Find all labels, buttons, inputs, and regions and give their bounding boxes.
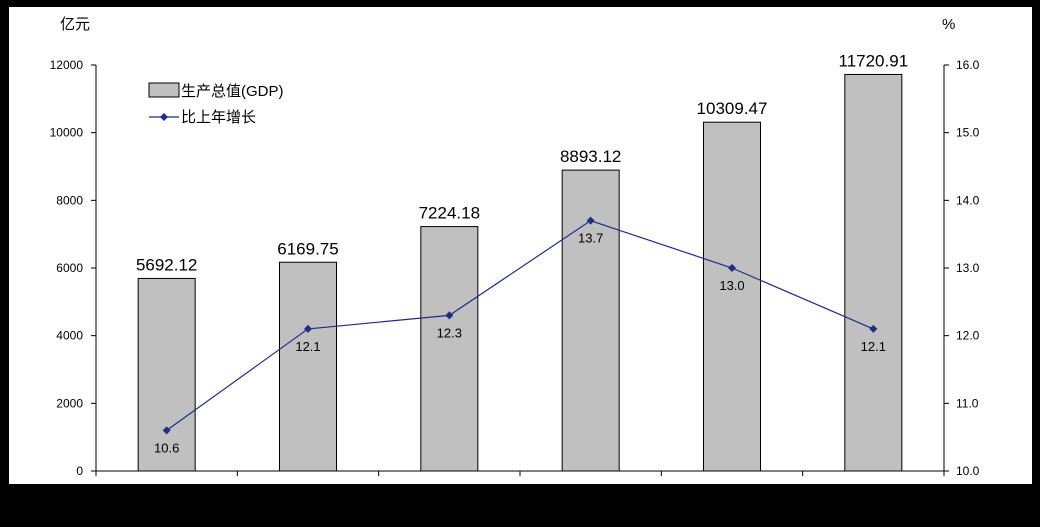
growth-point-marker <box>586 216 595 225</box>
x-tick-label: 2013 <box>860 482 887 484</box>
gdp-bar <box>137 277 196 472</box>
gdp-bar <box>703 121 761 472</box>
left-tick-label: 10000 <box>50 126 84 140</box>
right-tick-label: 13.0 <box>956 261 980 275</box>
growth-line-path <box>166 219 874 431</box>
left-tick-label: 0 <box>76 464 83 478</box>
legend-line-marker <box>160 113 168 121</box>
legend-bar-label: 生产总值(GDP) <box>181 83 284 100</box>
gdp-chart: 0 2000 4000 6000 8000 10000 12000 10.0 11.0 12.0 1… <box>50 16 980 484</box>
legend: 生产总值(GDP) 比上年增长 <box>148 82 284 126</box>
gdp-bar-label: 6169.75 <box>277 239 338 258</box>
x-tick-label: 2009 <box>295 482 322 484</box>
right-tick-label: 15.0 <box>956 126 980 140</box>
gdp-bar <box>279 261 337 472</box>
left-tick-label: 4000 <box>56 329 83 343</box>
growth-point-marker <box>162 426 171 435</box>
gdp-bar <box>844 73 903 472</box>
gdp-bar <box>561 169 620 472</box>
right-tick-label: 10.0 <box>956 464 980 478</box>
x-tick-label: 2011 <box>578 482 604 484</box>
legend-bar-swatch <box>148 82 180 98</box>
growth-point-marker <box>304 324 312 333</box>
gdp-bar-label: 5692.12 <box>136 255 197 274</box>
gdp-bar-label: 10309.47 <box>697 99 768 118</box>
growth-point-marker <box>445 311 454 320</box>
x-tick-label: 2012 <box>719 482 746 484</box>
right-tick-label: 11.0 <box>956 396 979 410</box>
growth-point-label: 12.1 <box>295 339 320 354</box>
growth-line <box>162 216 878 435</box>
growth-point-marker <box>869 324 878 333</box>
x-tick-label: 2010 <box>436 482 463 484</box>
data-labels: 5692.12 6169.75 7224.18 8893.12 10309.47 1172… <box>136 51 908 455</box>
gdp-bar-label: 8893.12 <box>560 147 621 166</box>
right-tick-label: 16.0 <box>956 58 980 72</box>
growth-point-label: 13.7 <box>578 231 603 246</box>
gdp-bar <box>420 226 479 472</box>
right-tick-label: 14.0 <box>956 193 980 207</box>
growth-point-label: 12.1 <box>861 339 886 354</box>
x-tick-label: 2008 <box>153 482 180 484</box>
legend-line-label: 比上年增长 <box>181 109 256 126</box>
right-axis-unit: % <box>942 16 955 33</box>
gdp-bar-label: 11720.91 <box>839 51 909 70</box>
chart-frame: 0 2000 4000 6000 8000 10000 12000 10.0 11.0 12.0 1… <box>9 7 1032 484</box>
left-axis-unit: 亿元 <box>60 16 90 33</box>
left-tick-label: 8000 <box>56 193 83 207</box>
growth-point-label: 10.6 <box>154 440 179 455</box>
growth-point-label: 12.3 <box>437 325 462 340</box>
left-tick-label: 2000 <box>56 396 83 410</box>
axes: 0 2000 4000 6000 8000 10000 12000 10.0 11.0 12.0 1… <box>50 16 980 484</box>
bars <box>137 73 903 472</box>
growth-point-marker <box>728 264 736 272</box>
gdp-bar-label: 7224.18 <box>419 204 480 223</box>
left-tick-label: 6000 <box>56 261 83 275</box>
right-tick-label: 12.0 <box>956 329 980 343</box>
growth-point-label: 13.0 <box>719 278 744 293</box>
left-tick-label: 12000 <box>50 58 84 72</box>
